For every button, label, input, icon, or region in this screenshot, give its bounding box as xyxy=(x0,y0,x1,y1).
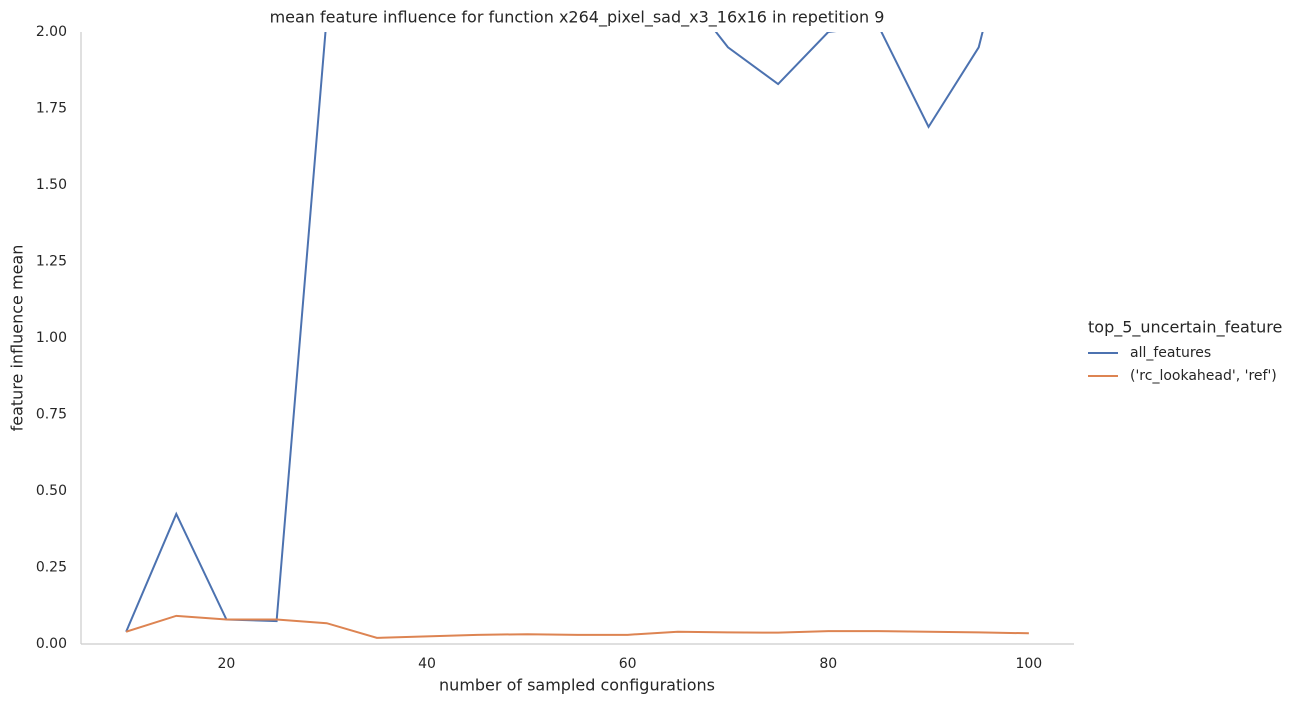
x-tick-label: 80 xyxy=(819,656,837,672)
y-tick-label: 1.75 xyxy=(36,101,67,117)
chart-title: mean feature influence for function x264… xyxy=(270,8,885,28)
x-tick-label: 20 xyxy=(218,656,236,672)
x-tick-label: 100 xyxy=(1015,656,1042,672)
series-line xyxy=(125,32,984,633)
y-axis-label: feature influence mean xyxy=(8,245,27,432)
y-tick-label: 1.00 xyxy=(36,330,67,346)
y-tick-label: 0.75 xyxy=(36,407,67,423)
x-axis-label: number of sampled configurations xyxy=(439,676,715,695)
plot-area xyxy=(125,32,1029,639)
y-tick-label: 0.50 xyxy=(36,483,67,499)
y-tick-label: 1.25 xyxy=(36,254,67,270)
y-tick-label: 2.00 xyxy=(36,24,67,40)
series-line xyxy=(125,614,1029,639)
x-tick-label: 60 xyxy=(619,656,637,672)
x-tick-label: 40 xyxy=(418,656,436,672)
legend-label: all_features xyxy=(1130,345,1211,361)
y-tick-label: 1.50 xyxy=(36,177,67,193)
legend-title: top_5_uncertain_feature xyxy=(1088,318,1282,338)
y-tick-label: 0.00 xyxy=(36,636,67,652)
y-tick-label: 0.25 xyxy=(36,560,67,576)
legend-label: ('rc_lookahead', 'ref') xyxy=(1130,368,1277,384)
